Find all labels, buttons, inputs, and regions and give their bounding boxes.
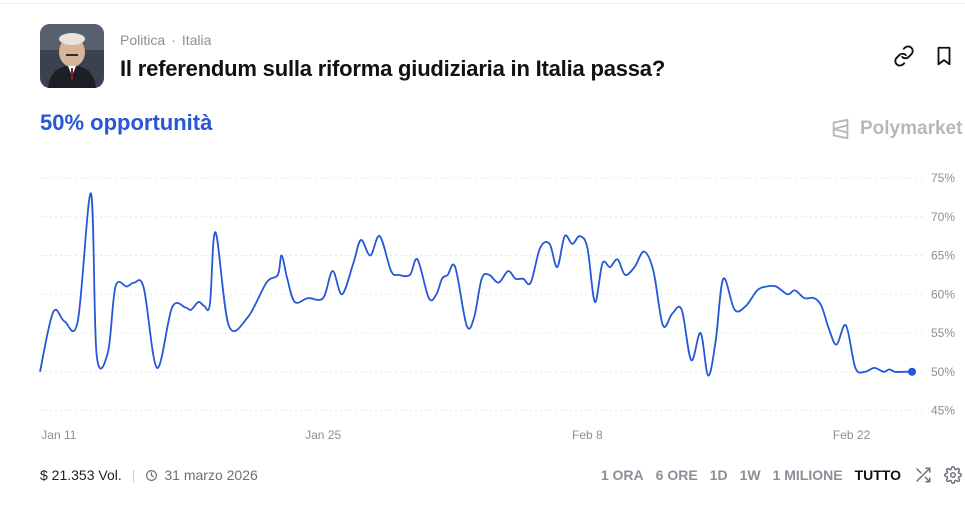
x-tick-label: Feb 22: [833, 428, 871, 442]
shuffle-icon[interactable]: [914, 466, 932, 484]
polymarket-brand: Polymarket: [830, 118, 962, 140]
y-tick-label: 60%: [931, 287, 955, 301]
y-tick-label: 65%: [931, 249, 955, 263]
bookmark-icon[interactable]: [933, 45, 955, 67]
y-tick-label: 75%: [931, 171, 955, 185]
current-point: [908, 367, 916, 376]
breadcrumb-separator: ·: [171, 32, 176, 48]
chance-label: 50% opportunità: [40, 110, 213, 135]
time-range-selector: 1 ORA 6 ORE 1D 1W 1 MILIONE TUTTO: [601, 467, 901, 483]
link-icon[interactable]: [893, 45, 915, 67]
y-tick-label: 55%: [931, 326, 955, 340]
series-line: [39, 192, 912, 377]
clock-icon: [146, 469, 158, 481]
end-date-text: 31 marzo 2026: [164, 467, 258, 483]
range-option[interactable]: TUTTO: [854, 467, 901, 483]
brand-name: Polymarket: [860, 118, 963, 139]
breadcrumb-category[interactable]: Politica: [120, 32, 166, 48]
market-title: Il referendum sulla riforma giudiziaria …: [120, 56, 666, 81]
stats-separator: |: [131, 467, 136, 483]
range-option[interactable]: 6 ORE: [655, 467, 698, 483]
range-option[interactable]: 1D: [709, 467, 728, 483]
polymarket-logo-icon: [832, 118, 849, 140]
x-tick-label: Jan 11: [41, 428, 76, 442]
y-tick-label: 45%: [931, 404, 955, 418]
breadcrumb: Politica · Italia: [120, 32, 211, 48]
range-option[interactable]: 1W: [739, 467, 761, 483]
y-tick-label: 70%: [931, 210, 955, 224]
x-tick-label: Jan 25: [305, 428, 341, 442]
range-option[interactable]: 1 ORA: [600, 467, 644, 483]
market-avatar: [40, 24, 104, 88]
top-divider: [0, 3, 965, 4]
volume-text: $ 21.353 Vol.: [40, 467, 122, 483]
gear-icon[interactable]: [944, 466, 962, 484]
y-tick-label: 50%: [931, 365, 955, 379]
end-date: 31 marzo 2026: [145, 467, 258, 483]
range-option[interactable]: 1 MILIONE: [772, 467, 843, 483]
price-chart[interactable]: 45% 50% 55% 60% 65% 70% 75% Jan 11 Jan 25 Feb 8 Fe…: [0, 160, 965, 450]
market-stats: $ 21.353 Vol. | 31 marzo 2026: [40, 467, 258, 483]
x-tick-label: Feb 8: [572, 428, 603, 442]
breadcrumb-subcategory[interactable]: Italia: [181, 32, 212, 48]
